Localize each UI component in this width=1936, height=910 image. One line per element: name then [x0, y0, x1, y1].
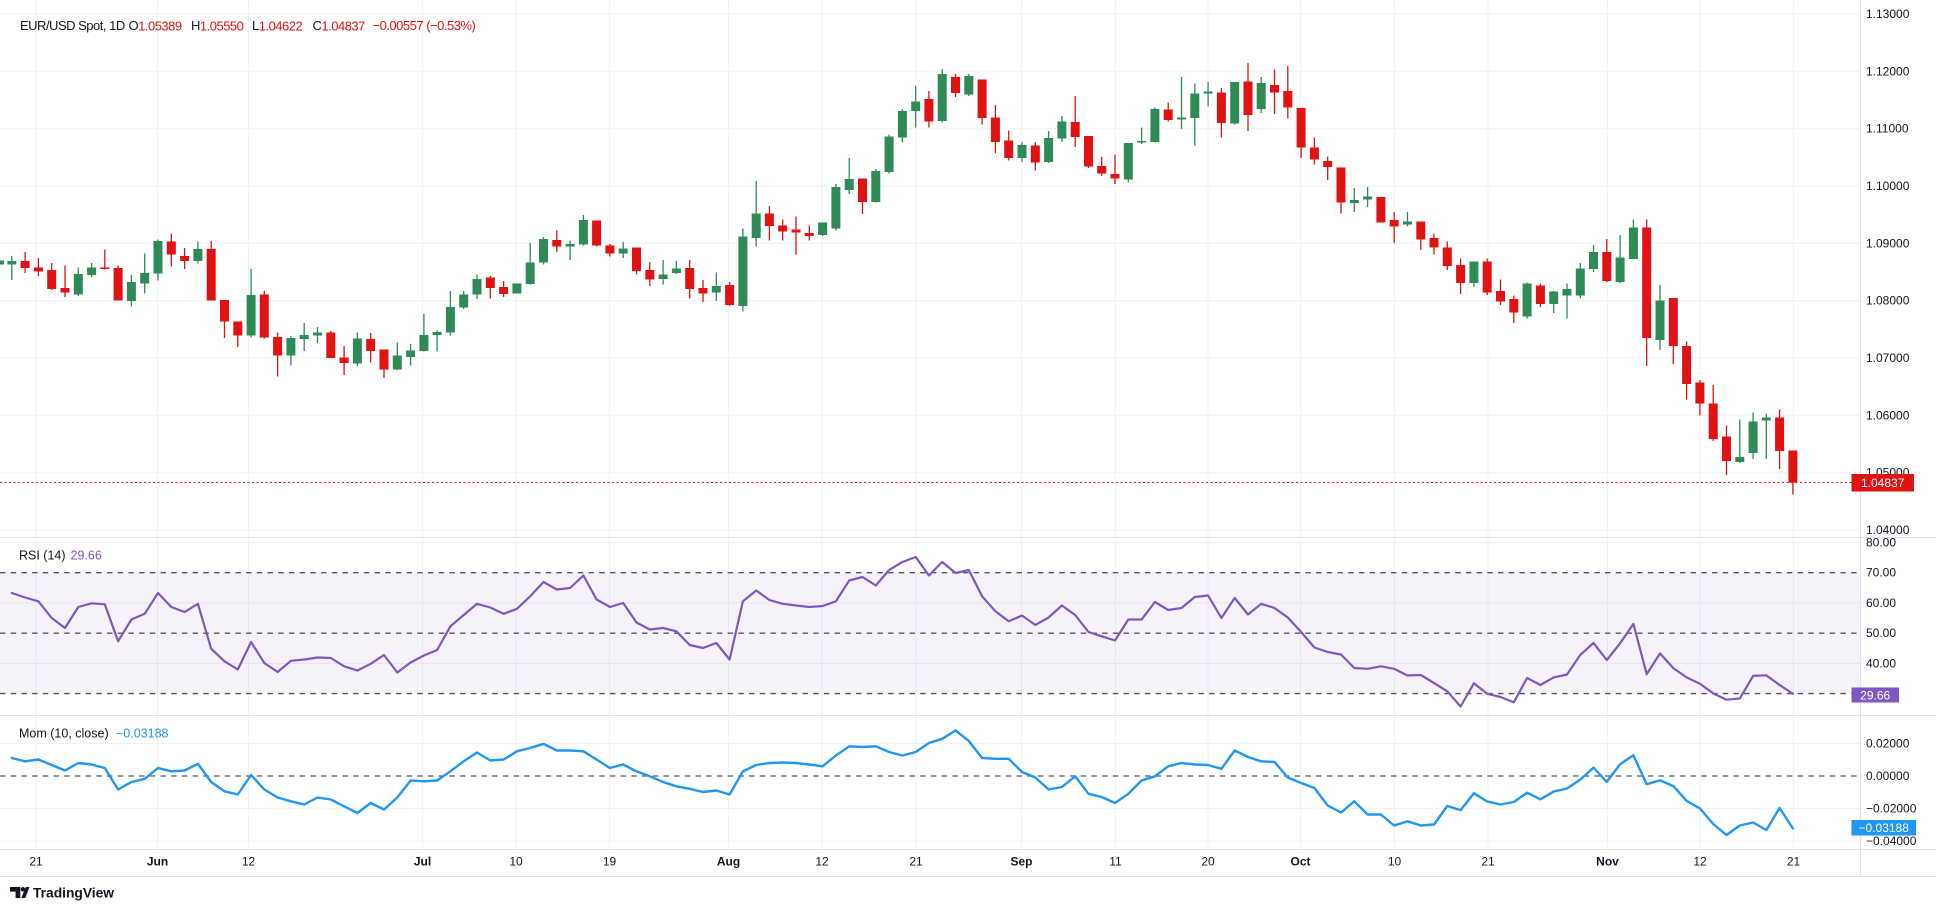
svg-text:1.07000: 1.07000 — [1866, 351, 1910, 365]
svg-text:1.04837: 1.04837 — [1861, 476, 1905, 490]
svg-text:L1.04622: L1.04622 — [252, 18, 302, 33]
svg-text:21: 21 — [909, 855, 923, 869]
svg-text:10: 10 — [509, 855, 523, 869]
svg-text:Sep: Sep — [1010, 855, 1032, 869]
svg-text:11: 11 — [1109, 855, 1122, 869]
svg-text:20: 20 — [1201, 855, 1215, 869]
svg-text:19: 19 — [603, 855, 617, 869]
svg-text:1.12000: 1.12000 — [1866, 64, 1910, 78]
svg-text:10: 10 — [1388, 855, 1402, 869]
svg-text:29.66: 29.66 — [71, 549, 102, 563]
svg-text:−0.03188: −0.03188 — [1859, 821, 1910, 835]
svg-text:70.00: 70.00 — [1866, 566, 1896, 580]
svg-text:EUR/USD Spot, 1D: EUR/USD Spot, 1D — [20, 18, 125, 33]
svg-text:1.08000: 1.08000 — [1866, 294, 1910, 308]
svg-text:1.04000: 1.04000 — [1866, 523, 1910, 537]
svg-text:−0.02000: −0.02000 — [1866, 802, 1917, 816]
svg-text:Jul: Jul — [414, 855, 431, 869]
svg-text:C1.04837: C1.04837 — [313, 18, 366, 33]
svg-text:60.00: 60.00 — [1866, 596, 1896, 610]
svg-text:Nov: Nov — [1596, 855, 1619, 869]
svg-text:1.10000: 1.10000 — [1866, 179, 1910, 193]
svg-text:80.00: 80.00 — [1866, 536, 1896, 550]
svg-text:40.00: 40.00 — [1866, 656, 1896, 670]
svg-text:−0.03188: −0.03188 — [116, 727, 169, 741]
svg-text:H1.05550: H1.05550 — [191, 18, 244, 33]
svg-text:Mom (10, close): Mom (10, close) — [19, 727, 109, 741]
svg-text:21: 21 — [1787, 855, 1801, 869]
svg-text:Jun: Jun — [147, 855, 168, 869]
svg-text:O1.05389: O1.05389 — [129, 18, 182, 33]
svg-text:1.06000: 1.06000 — [1866, 408, 1910, 422]
svg-text:1.11000: 1.11000 — [1866, 122, 1909, 136]
svg-text:12: 12 — [1693, 855, 1707, 869]
svg-text:0.02000: 0.02000 — [1866, 737, 1910, 751]
svg-text:RSI (14): RSI (14) — [19, 549, 66, 563]
svg-text:12: 12 — [815, 855, 829, 869]
svg-text:1.09000: 1.09000 — [1866, 236, 1910, 250]
svg-text:21: 21 — [29, 855, 43, 869]
svg-text:29.66: 29.66 — [1860, 688, 1890, 702]
svg-text:Aug: Aug — [717, 855, 740, 869]
svg-text:1.13000: 1.13000 — [1866, 7, 1910, 21]
svg-text:12: 12 — [242, 855, 256, 869]
svg-text:Oct: Oct — [1290, 855, 1310, 869]
svg-text:−0.00557 (−0.53%): −0.00557 (−0.53%) — [373, 18, 476, 33]
svg-text:50.00: 50.00 — [1866, 626, 1896, 640]
svg-text:−0.04000: −0.04000 — [1866, 834, 1917, 848]
svg-text:21: 21 — [1481, 855, 1495, 869]
svg-text:0.00000: 0.00000 — [1866, 769, 1910, 783]
svg-text:TradingView: TradingView — [33, 885, 114, 900]
